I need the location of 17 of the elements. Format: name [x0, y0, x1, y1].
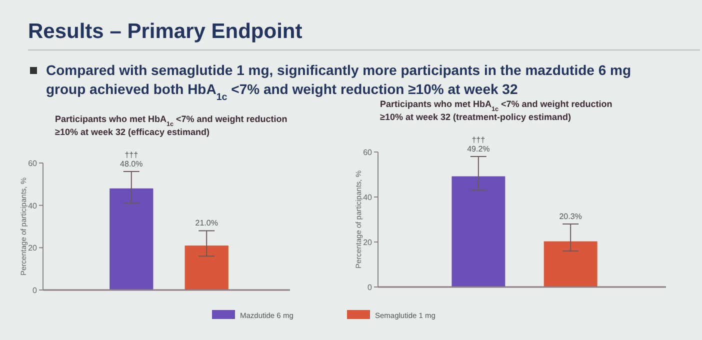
text: Results – Primary Endpoint [28, 20, 302, 43]
chart-title: Participants who met HbA$_{1c}$ <7% and weight reduction ≥10% at week 32 (treatment-policy estimand) [380, 99, 612, 122]
data-label: 48.0% [120, 159, 143, 168]
y-tick-label: 60 [363, 148, 373, 157]
y-tick-label: 40 [28, 201, 38, 210]
text: ††† [472, 136, 486, 144]
y-tick-label: 40 [363, 193, 373, 202]
y-tick-label: 0 [368, 283, 373, 292]
y-tick-label: 60 [28, 159, 38, 168]
data-label: 20.3% [559, 212, 582, 221]
y-tick-label: 20 [363, 238, 373, 247]
y-tick-label: 0 [32, 286, 38, 295]
chart-title: Participants who met HbA$_{1c}$ <7% and weight reduction ≥10% at week 32 (efficacy estimand) [55, 114, 288, 137]
data-label: 21.0% [195, 218, 218, 228]
y-tick-label: 20 [28, 244, 38, 253]
text: ††† [124, 150, 138, 160]
data-label: 49.2% [467, 144, 490, 154]
